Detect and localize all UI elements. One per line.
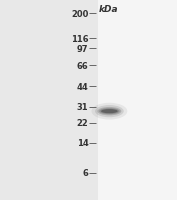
Ellipse shape [92, 103, 127, 120]
Text: 200: 200 [71, 10, 88, 18]
Ellipse shape [99, 109, 119, 115]
Text: 6: 6 [83, 169, 88, 177]
Text: 97: 97 [77, 45, 88, 53]
Text: 22: 22 [77, 119, 88, 127]
Text: 66: 66 [77, 62, 88, 70]
Ellipse shape [97, 107, 121, 116]
Text: 31: 31 [77, 103, 88, 111]
Ellipse shape [101, 110, 118, 114]
Ellipse shape [95, 106, 124, 118]
Text: 14: 14 [77, 139, 88, 147]
Text: 116: 116 [71, 35, 88, 43]
Text: kDa: kDa [99, 5, 119, 14]
Text: 44: 44 [77, 83, 88, 91]
Bar [98, 0, 177, 200]
